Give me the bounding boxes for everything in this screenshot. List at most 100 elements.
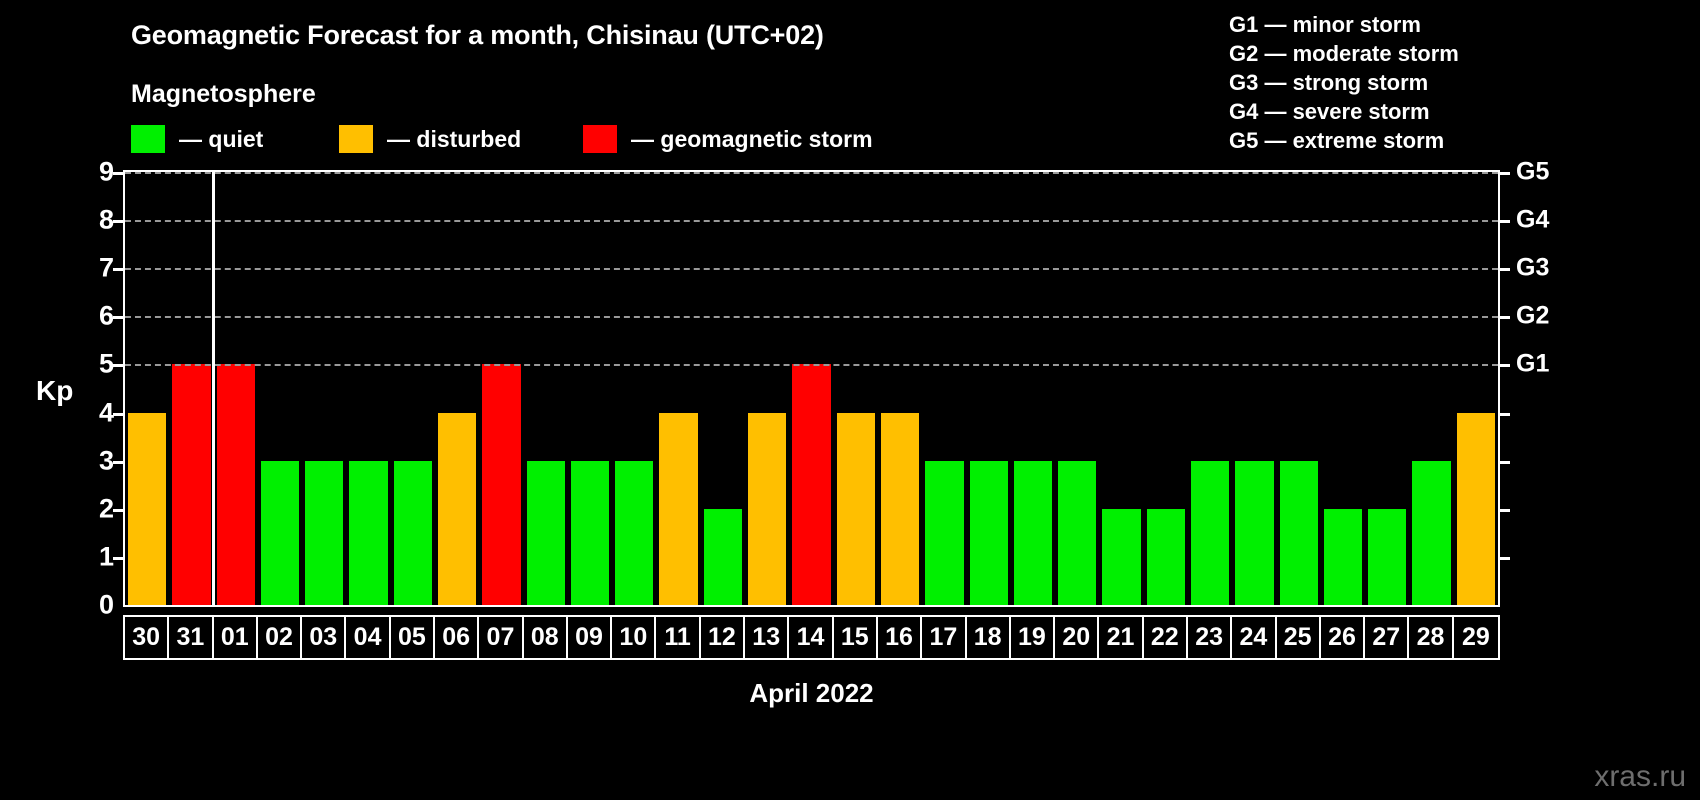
bar — [880, 412, 920, 605]
legend-item-disturbed: — disturbed — [339, 124, 521, 154]
bar — [260, 460, 300, 605]
x-axis-day-label: 13 — [745, 617, 790, 658]
x-axis-day-label: 01 — [213, 617, 258, 658]
x-axis-day-label: 27 — [1365, 617, 1410, 658]
red-square-icon — [583, 125, 617, 153]
bar — [1190, 460, 1230, 605]
bar — [216, 364, 255, 605]
bar — [438, 412, 477, 605]
y-axis-tick-mark — [113, 172, 125, 175]
bar — [748, 412, 787, 605]
page-title: Geomagnetic Forecast for a month, Chisin… — [131, 20, 824, 50]
bar — [925, 460, 964, 605]
gscale-legend-row: G1 — minor storm — [1229, 12, 1421, 37]
bar — [792, 364, 831, 605]
y-axis-tick-label: 1 — [98, 541, 114, 572]
y-axis-label: Kp — [36, 375, 74, 406]
x-axis-day-label: 07 — [479, 617, 524, 658]
bar — [1013, 460, 1053, 605]
x-axis-day-label: 17 — [922, 617, 967, 658]
x-axis-day-label: 21 — [1099, 617, 1144, 658]
y-axis-tick-label: 8 — [98, 204, 114, 235]
g-axis-tick-mark — [1498, 220, 1510, 224]
y-axis-tick-mark — [113, 316, 125, 320]
x-axis-day-labels: 30 31 01 02 03 04 05 06 07 08 09 10 11 12 13 14 15 16 17 18… — [123, 615, 1500, 660]
x-axis-day-label: 31 — [169, 617, 214, 658]
x-axis-day-label: 04 — [346, 617, 391, 658]
g-scale-axis-ticks: G5 G4 G3 G2 G1 — [1516, 158, 1586, 607]
bar — [1323, 508, 1363, 605]
bar — [1456, 412, 1495, 605]
legend-item-quiet: — quiet — [131, 124, 263, 154]
orange-square-icon — [339, 125, 373, 153]
x-axis-day-label: 03 — [302, 617, 347, 658]
g-axis-tick-mark — [1498, 508, 1510, 512]
gridline — [125, 172, 1498, 174]
g-axis-tick-label: G2 — [1516, 301, 1550, 330]
gscale-legend-row: G4 — severe storm — [1229, 99, 1430, 124]
x-axis-day-label: 16 — [877, 617, 923, 658]
x-axis-day-label: 29 — [1453, 617, 1498, 658]
g-axis-tick-mark — [1498, 316, 1510, 320]
x-axis-day-label: 05 — [390, 617, 436, 658]
y-axis-tick-label: 2 — [98, 493, 114, 524]
x-axis-day-label: 20 — [1055, 617, 1100, 658]
x-axis-day-label: 24 — [1232, 617, 1277, 658]
bar — [1102, 508, 1141, 605]
bar — [615, 460, 654, 605]
bar — [703, 508, 743, 605]
g-axis-tick-label: G4 — [1516, 205, 1550, 234]
gscale-legend: G1 — minor storm G2 — moderate storm G3 — … — [1229, 10, 1459, 155]
watermark: xras.ru — [1594, 760, 1686, 793]
bar — [1146, 508, 1185, 605]
x-axis-day-label: 14 — [789, 617, 834, 658]
bar — [1412, 460, 1451, 605]
y-axis-tick-label: 3 — [98, 445, 114, 476]
bar — [969, 460, 1008, 605]
bar — [393, 460, 433, 605]
g-axis-tick-mark — [1498, 268, 1510, 272]
x-axis-day-label: 11 — [656, 617, 701, 658]
x-axis-day-label: 09 — [567, 617, 613, 658]
gscale-legend-row: G2 — moderate storm — [1229, 41, 1459, 66]
bar — [1235, 460, 1274, 605]
y-axis-tick-mark — [113, 556, 125, 560]
chart-subtitle: Magnetosphere — [131, 80, 316, 108]
y-axis-tick-mark — [113, 412, 125, 416]
g-axis-tick-mark — [1498, 556, 1510, 560]
x-axis-day-label: 26 — [1320, 617, 1366, 658]
bar — [305, 460, 344, 605]
y-axis-tick-mark — [113, 460, 125, 464]
bar — [836, 412, 875, 605]
bar — [128, 412, 167, 605]
legend-label: — quiet — [179, 125, 264, 152]
bar — [349, 460, 388, 605]
x-axis-day-label: 10 — [612, 617, 657, 658]
bar-series — [125, 172, 1498, 605]
bar — [1058, 460, 1097, 605]
x-axis-day-label: 12 — [700, 617, 746, 658]
gscale-legend-row: G5 — extreme storm — [1229, 128, 1445, 153]
month-separator-line — [212, 172, 216, 605]
gridline — [125, 316, 1498, 319]
y-axis-tick-label: 0 — [98, 589, 114, 620]
g-axis-tick-mark — [1498, 412, 1510, 416]
bar — [1279, 460, 1318, 605]
legend-label: — disturbed — [387, 125, 522, 152]
plot-area — [113, 170, 1510, 607]
x-axis-title: April 2022 — [749, 678, 874, 708]
x-axis-day-label: 06 — [435, 617, 480, 658]
g-axis-tick-label: G3 — [1516, 253, 1550, 282]
x-axis-day-label: 28 — [1409, 617, 1454, 658]
bar — [1368, 508, 1407, 605]
g-axis-tick-mark — [1498, 364, 1510, 368]
x-axis-day-label: 23 — [1187, 617, 1233, 658]
x-axis-day-label: 30 — [125, 617, 170, 658]
y-axis-tick-label: 9 — [98, 156, 114, 187]
gridline — [125, 364, 1498, 367]
legend-item-geomagneticstorm: — geomagnetic storm — [583, 124, 873, 154]
gridline — [125, 220, 1498, 223]
x-axis-day-label: 19 — [1010, 617, 1056, 658]
x-axis-day-label: 02 — [257, 617, 303, 658]
